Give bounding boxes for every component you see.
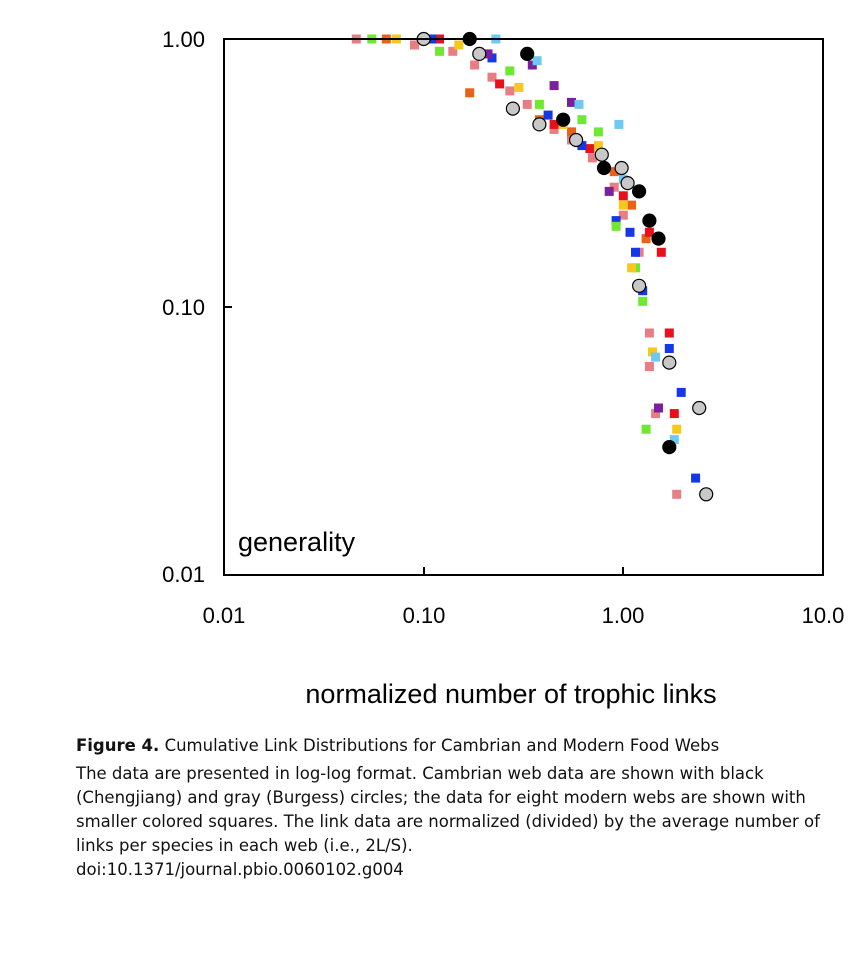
circle-point — [620, 176, 635, 191]
square-point — [651, 409, 661, 419]
square-point — [532, 56, 542, 66]
square-point — [470, 60, 480, 70]
circle-point — [556, 112, 571, 127]
circle-point — [596, 160, 612, 176]
square-point — [483, 49, 493, 59]
square-point — [549, 81, 559, 91]
circle-point — [642, 213, 657, 228]
square-point — [611, 221, 621, 231]
square-point — [631, 247, 640, 257]
square-point — [495, 79, 505, 89]
square-point — [514, 82, 524, 92]
square-point — [487, 72, 497, 82]
circle-point — [472, 46, 487, 62]
square-point — [641, 424, 651, 434]
square-point — [669, 409, 679, 419]
square-point — [614, 119, 624, 129]
y-tick-label: 0.10 — [162, 295, 205, 320]
square-point — [587, 153, 597, 163]
y-tick-label: 0.01 — [162, 562, 205, 587]
plot-frame — [223, 38, 824, 576]
square-point — [527, 60, 537, 70]
x-tick-label: 1.00 — [602, 603, 645, 628]
circle-point — [699, 487, 714, 502]
circle-point — [651, 231, 666, 246]
square-point — [644, 362, 654, 371]
square-point — [567, 97, 576, 107]
square-point — [465, 88, 475, 98]
square-point — [611, 216, 621, 226]
square-point — [567, 127, 576, 137]
square-point — [641, 234, 651, 244]
square-point — [651, 352, 661, 362]
caption-title-line: Figure 4. Cumulative Link Distributions … — [76, 734, 844, 758]
circle-point — [568, 132, 584, 148]
caption-doi: doi:10.1371/journal.pbio.0060102.g004 — [76, 860, 404, 879]
caption-title: Cumulative Link Distributions for Cambri… — [164, 736, 720, 755]
square-point — [505, 86, 515, 96]
square-point — [534, 99, 544, 109]
panel-label: generality — [238, 527, 356, 557]
square-point — [691, 473, 701, 483]
square-point — [505, 66, 515, 76]
x-tick-label: 10.0 — [802, 603, 845, 628]
square-point — [644, 227, 654, 237]
square-point — [648, 347, 657, 357]
circle-point — [505, 101, 521, 116]
scatter-marks — [351, 31, 714, 502]
square-point — [618, 200, 628, 210]
square-point — [627, 263, 637, 273]
x-tick-marks — [423, 567, 624, 575]
square-point — [604, 186, 614, 196]
x-tick-label: 0.01 — [203, 603, 246, 628]
square-point — [609, 182, 619, 192]
x-axis-title: normalized number of trophic links — [305, 679, 716, 709]
circle-point — [631, 278, 647, 293]
square-point — [585, 144, 595, 154]
square-point — [672, 489, 682, 499]
cumulative-link-distribution-chart: 1.00 0.10 0.01 0.01 0.10 1.00 10.0 gener… — [162, 27, 845, 709]
square-point — [609, 167, 619, 177]
circle-point — [662, 355, 677, 370]
square-point — [522, 99, 532, 109]
square-point — [454, 40, 464, 50]
circle-point — [631, 184, 647, 199]
square-point — [664, 328, 674, 338]
square-point — [543, 110, 553, 120]
circle-point — [520, 46, 535, 62]
square-point — [672, 424, 682, 434]
square-point — [618, 191, 628, 201]
square-point — [410, 40, 419, 50]
figure-label: Figure 4. — [76, 736, 160, 755]
square-point — [549, 124, 559, 134]
x-tick-label: 0.10 — [403, 603, 446, 628]
square-point — [577, 141, 587, 151]
square-point — [676, 387, 686, 397]
square-point — [656, 247, 666, 257]
figure-caption: Figure 4. Cumulative Link Distributions … — [76, 734, 844, 882]
square-point — [625, 227, 635, 237]
circle-point — [532, 117, 547, 132]
square-point — [664, 344, 674, 353]
square-point — [593, 127, 603, 137]
square-point — [574, 99, 584, 109]
square-point — [644, 328, 654, 338]
y-tick-label: 1.00 — [162, 27, 205, 52]
circle-point — [614, 160, 629, 176]
square-point — [638, 296, 648, 306]
square-point — [577, 115, 587, 125]
caption-body: The data are presented in log-log format… — [76, 764, 820, 855]
circle-point — [662, 440, 677, 455]
square-point — [549, 119, 559, 129]
circle-point — [692, 400, 707, 416]
square-point — [593, 141, 603, 151]
square-point — [618, 210, 628, 220]
square-point — [435, 46, 444, 56]
square-point — [448, 46, 458, 56]
square-point — [654, 403, 663, 413]
square-point — [669, 435, 679, 445]
circle-point — [594, 147, 609, 162]
square-point — [627, 200, 637, 210]
